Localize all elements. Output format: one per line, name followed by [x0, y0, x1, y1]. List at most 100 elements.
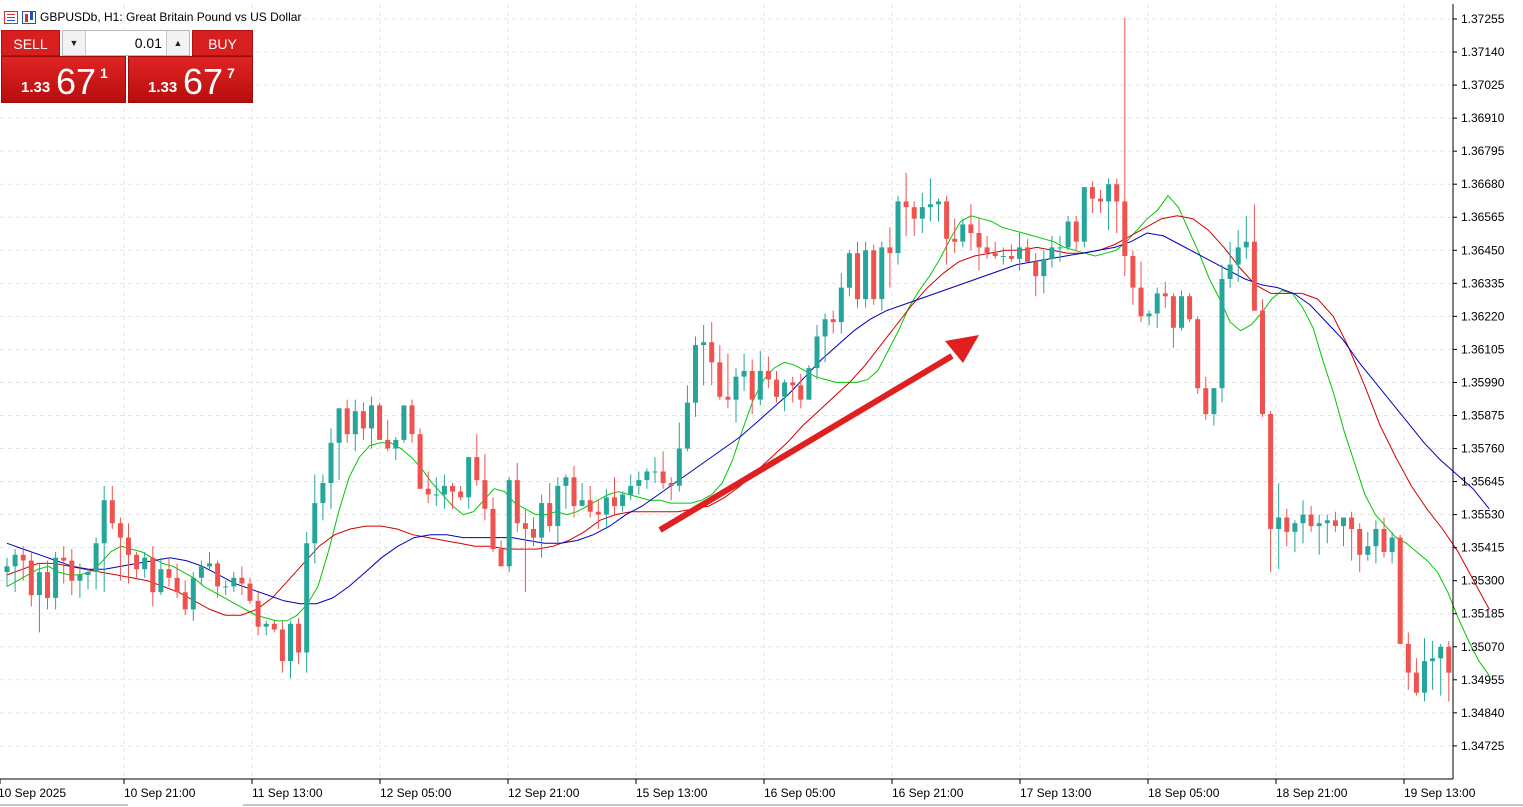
bull-candle	[85, 572, 91, 575]
trend-arrow	[658, 335, 979, 533]
bull-candle	[733, 376, 739, 400]
buy-button[interactable]: BUY	[192, 30, 253, 56]
bear-candle	[774, 379, 779, 397]
bear-candle	[69, 560, 75, 581]
bull-candle	[12, 554, 18, 567]
lot-increase-icon[interactable]: ▲	[166, 31, 189, 55]
bull-candle	[1365, 546, 1371, 555]
bull-candle	[838, 287, 844, 323]
bear-candle	[1138, 287, 1144, 317]
bear-candle	[1405, 643, 1411, 673]
bull-candle	[620, 494, 626, 506]
lot-size-stepper[interactable]: ▼ ▲	[62, 30, 190, 56]
bear-candle	[1098, 198, 1103, 202]
buy-price-main: 67	[183, 61, 224, 102]
chart-axes: 1.37255 1.37140 1.37025 1.36910 1.36795 1.366…	[0, 4, 1523, 806]
bear-candle	[1187, 296, 1193, 320]
price-tick-label: 1.35415	[1461, 541, 1505, 555]
bull-candle	[36, 572, 42, 596]
bull-candle	[846, 253, 852, 288]
bear-candle	[344, 408, 350, 435]
bear-candle	[255, 600, 261, 627]
bull-candle	[320, 483, 326, 504]
bull-candle	[369, 405, 374, 429]
bear-candle	[28, 560, 34, 596]
market-watch-icon[interactable]	[4, 10, 18, 24]
bear-candle	[1195, 319, 1201, 389]
bull-candle	[879, 247, 885, 300]
bear-candle	[1033, 261, 1039, 277]
bear-candle	[1349, 517, 1355, 529]
bull-candle	[1049, 247, 1055, 259]
bear-candle	[1162, 293, 1168, 297]
bull-candle	[1081, 187, 1087, 242]
bull-candle	[190, 577, 196, 610]
bull-candle	[895, 201, 901, 254]
sell-button[interactable]: SELL	[1, 30, 60, 56]
bear-candle	[855, 253, 860, 300]
bull-candle	[1000, 256, 1006, 257]
bull-candle	[684, 402, 690, 449]
bear-candle	[45, 572, 50, 598]
sell-price-box[interactable]: 1.33 67 1	[1, 56, 126, 103]
bull-candle	[1154, 293, 1160, 314]
bear-candle	[1008, 256, 1014, 259]
buy-price-pip: 7	[227, 65, 235, 81]
price-tick-label: 1.34725	[1461, 739, 1505, 753]
bear-candle	[976, 233, 982, 248]
chart-type-icon[interactable]	[22, 10, 36, 24]
bear-candle	[612, 497, 617, 506]
bear-candle	[417, 434, 423, 489]
bear-candle	[482, 480, 488, 509]
bear-candle	[514, 480, 520, 524]
bull-candle	[1316, 523, 1322, 527]
bull-candle	[1243, 241, 1249, 248]
candles	[4, 17, 1452, 702]
bear-candle	[798, 385, 804, 400]
time-tick-label: 17 Sep 13:00	[1020, 786, 1092, 800]
bear-candle	[968, 224, 974, 233]
bear-candle	[1130, 256, 1136, 288]
bear-candle	[474, 457, 480, 481]
bear-candle	[1308, 514, 1314, 527]
ma-fast-line	[6, 194, 1490, 676]
lot-dropdown-icon[interactable]: ▼	[63, 31, 86, 55]
time-tick-label: 18 Sep 21:00	[1276, 786, 1348, 800]
bull-candle	[628, 485, 634, 495]
bear-candle	[385, 439, 391, 449]
bull-candle	[603, 497, 609, 515]
bear-candle	[709, 342, 715, 363]
bull-candle	[579, 500, 585, 506]
bear-candle	[360, 411, 366, 429]
bull-candle	[919, 207, 925, 219]
bull-candle	[1341, 517, 1346, 527]
bear-candle	[1381, 529, 1387, 552]
bear-candle	[239, 577, 245, 584]
bull-candle	[822, 319, 828, 337]
bull-candle	[652, 471, 658, 473]
bull-candle	[53, 557, 59, 598]
bull-candle	[1057, 247, 1063, 249]
buy-price-box[interactable]: 1.33 67 7	[128, 56, 253, 103]
bear-candle	[1170, 296, 1176, 328]
bear-candle	[944, 201, 950, 239]
bull-candle	[142, 557, 148, 570]
bear-candle	[887, 247, 893, 254]
price-tick-label: 1.34840	[1461, 706, 1505, 720]
bear-candle	[458, 491, 464, 498]
bear-candle	[571, 477, 577, 506]
bear-candle	[409, 405, 415, 435]
bear-candle	[952, 238, 958, 242]
time-tick-label: 12 Sep 21:00	[508, 786, 580, 800]
bull-candle	[77, 574, 83, 581]
bull-candle	[352, 411, 358, 435]
lot-size-input[interactable]	[86, 31, 166, 55]
time-tick-label: 18 Sep 05:00	[1148, 786, 1220, 800]
bear-candle	[61, 557, 67, 561]
bull-candle	[263, 623, 269, 627]
bull-candle	[1227, 264, 1233, 279]
price-tick-label: 1.37255	[1461, 12, 1505, 26]
bull-candle	[636, 480, 642, 486]
bear-candle	[215, 563, 221, 587]
